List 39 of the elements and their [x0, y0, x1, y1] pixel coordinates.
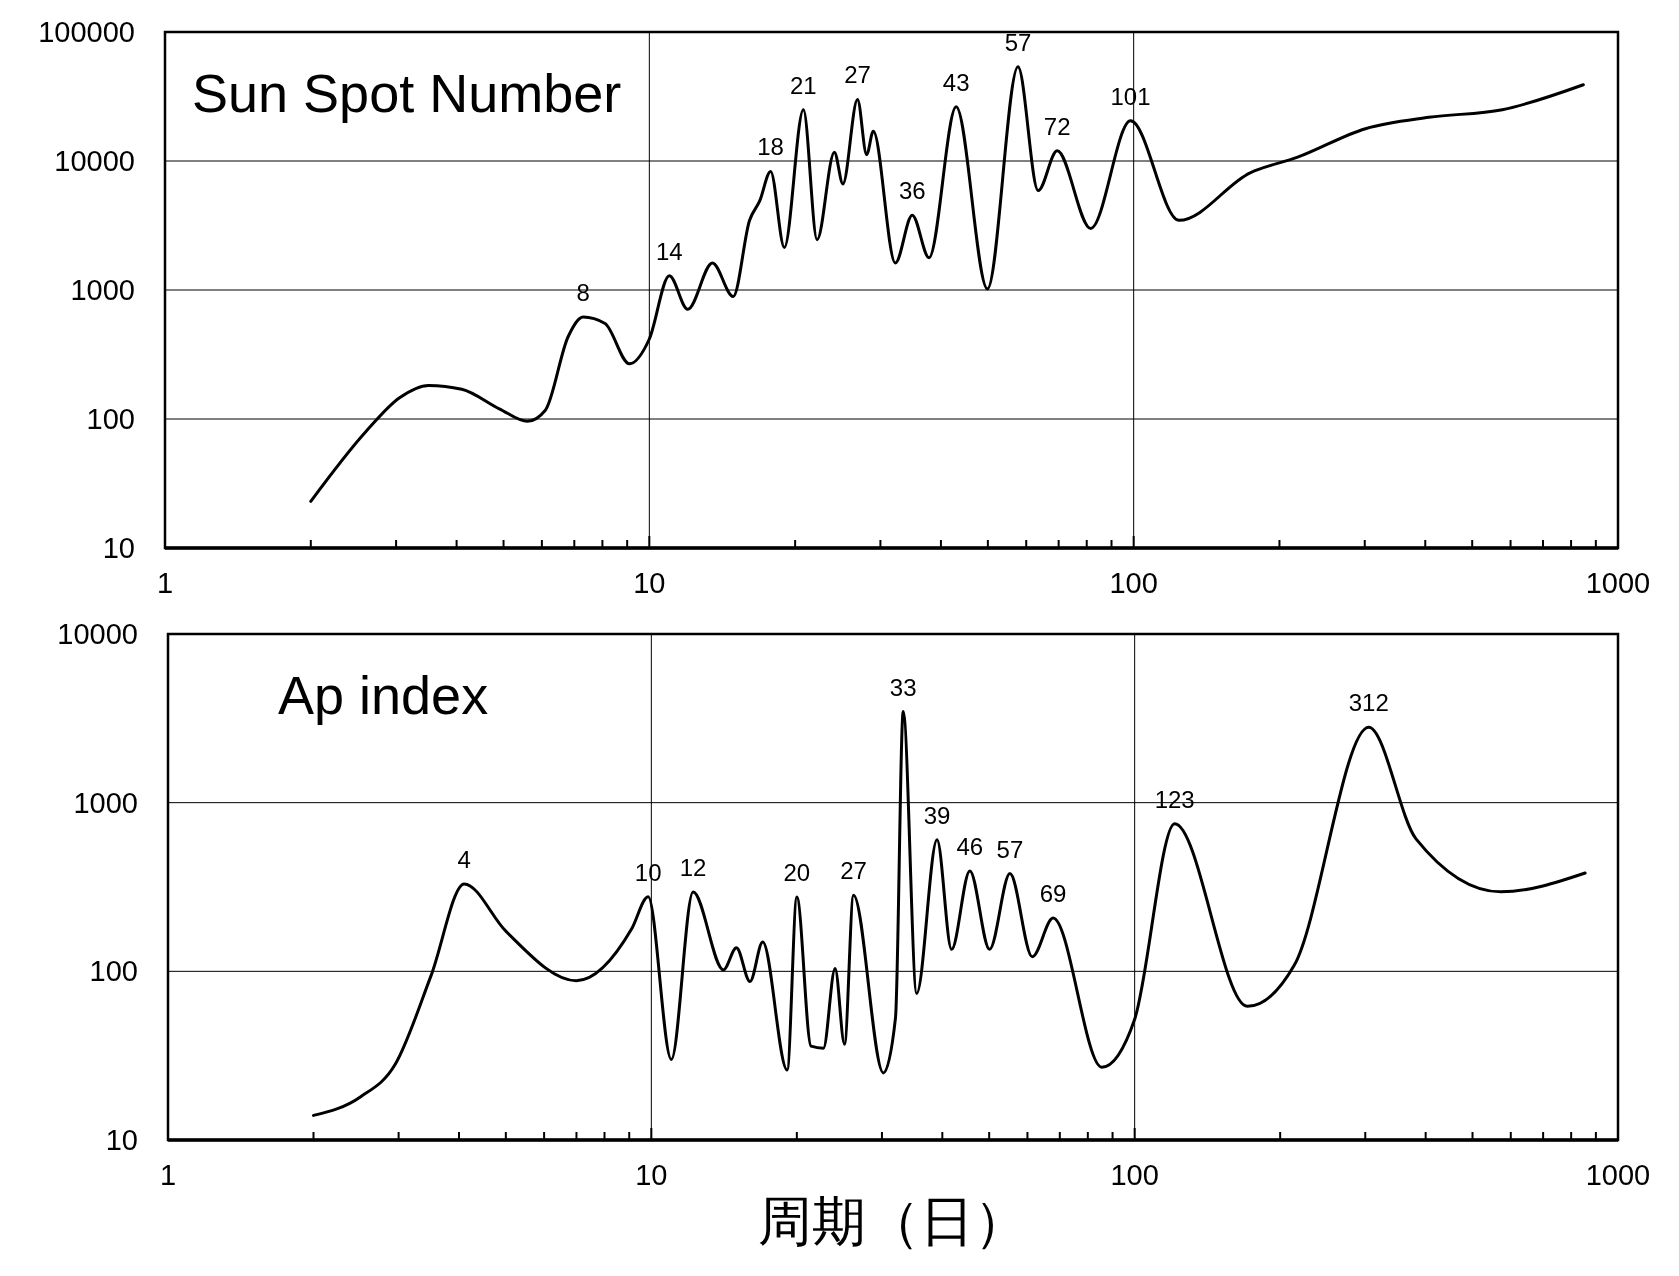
x-axis-title: 周期（日）: [758, 1191, 1028, 1251]
annotation: 27: [840, 857, 867, 885]
x-tick-label: 100: [1109, 567, 1158, 599]
x-tick-label: 1000: [1585, 567, 1651, 599]
x-tick-label: 1: [156, 567, 174, 599]
annotation: 14: [656, 237, 683, 265]
text: Sun Spot Number: [192, 63, 622, 123]
annotation: 8: [576, 279, 590, 307]
annotation: 72: [1043, 112, 1071, 140]
y-tick-label: 10: [102, 532, 135, 564]
annotation: 21: [790, 71, 817, 99]
y-tick-label: 1000: [70, 274, 135, 306]
y-tick-label: 10000: [57, 618, 138, 650]
annotation: 312: [1348, 689, 1389, 717]
annotation: 69: [1039, 880, 1067, 908]
annotation: 57: [1004, 28, 1032, 56]
annotation: 4: [457, 845, 471, 873]
y-tick-label: 100000: [38, 16, 135, 48]
y-tick-label: 10: [105, 1124, 138, 1156]
annotation: 33: [889, 673, 917, 701]
text: Ap index: [278, 665, 489, 725]
annotation: 12: [679, 854, 707, 882]
annotation: 36: [898, 177, 926, 205]
annotation: 43: [942, 68, 970, 96]
annotation: 46: [956, 832, 984, 860]
x-tick-label: 1: [159, 1159, 177, 1191]
x-tick-label: 10: [635, 1159, 668, 1191]
x-tick-label: 100: [1110, 1159, 1159, 1191]
annotation: 57: [996, 835, 1024, 863]
x-tick-label: 1000: [1585, 1159, 1651, 1191]
y-tick-label: 100: [86, 403, 135, 435]
annotation: 27: [844, 61, 871, 89]
y-tick-label: 10000: [54, 145, 135, 177]
x-tick-label: 10: [633, 567, 666, 599]
y-tick-label: 100: [89, 955, 138, 988]
annotation: 39: [923, 801, 951, 829]
y-tick-label: 1000: [73, 786, 138, 819]
annotation: 18: [757, 133, 784, 161]
annotation: 20: [783, 858, 811, 886]
